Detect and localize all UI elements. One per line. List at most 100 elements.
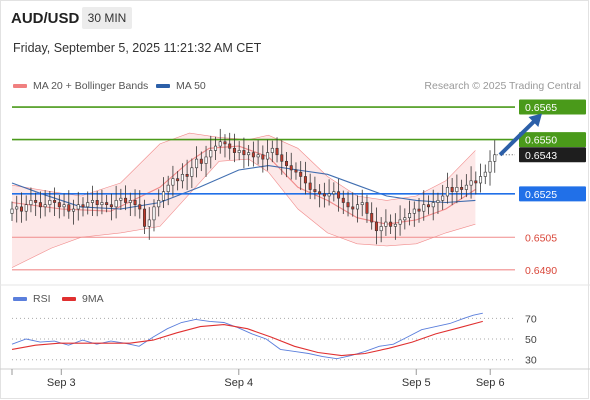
bollinger-lower-line: [11, 158, 476, 268]
candle-body: [280, 154, 284, 162]
candle-body: [218, 141, 222, 147]
candle-body: [294, 169, 298, 173]
candle: [24, 195, 28, 221]
candle-body: [285, 160, 289, 166]
candle-body: [133, 200, 137, 205]
candle: [57, 194, 61, 219]
candle-body: [322, 193, 326, 197]
legend-ma50: MA 50: [156, 80, 206, 92]
candle-body: [289, 165, 293, 171]
candle-body: [185, 174, 189, 177]
candle: [464, 174, 468, 198]
candle-body: [360, 202, 364, 205]
candle-body: [441, 195, 445, 201]
candle: [185, 159, 189, 190]
ma50-line: [11, 165, 476, 210]
candle: [214, 136, 218, 160]
candle-body: [43, 204, 47, 208]
candle: [171, 165, 175, 197]
candle-body: [242, 150, 246, 156]
candle: [445, 172, 449, 204]
candle: [15, 195, 19, 223]
candle-body: [351, 206, 355, 210]
candle: [53, 187, 57, 216]
candle: [341, 190, 345, 215]
candle: [403, 208, 407, 230]
rsi-ma-legend-label: 9MA: [82, 293, 104, 305]
candle: [412, 201, 416, 227]
candle: [303, 161, 307, 195]
candle: [308, 173, 312, 200]
candle: [19, 192, 23, 223]
symbol-title: AUD/USD: [11, 10, 80, 27]
candle-body: [431, 202, 435, 208]
candle: [294, 162, 298, 180]
candle-body: [209, 150, 213, 158]
candle: [95, 191, 99, 217]
candle: [285, 151, 289, 178]
rsi-series-0: [11, 312, 483, 360]
candle-body: [355, 204, 359, 210]
candle-body: [450, 187, 454, 192]
candle: [313, 176, 317, 200]
candle: [251, 141, 255, 167]
candle: [161, 177, 165, 208]
candle-body: [128, 200, 132, 203]
candle-body: [199, 158, 203, 164]
candle-body: [34, 200, 38, 203]
last-price-bg: [519, 147, 586, 163]
forecast-arrow-shaft: [498, 117, 539, 157]
candle-body: [223, 141, 227, 145]
candle-body: [464, 184, 468, 190]
candle: [34, 192, 38, 216]
candle: [86, 191, 90, 215]
candle: [72, 199, 76, 225]
level-label-bg-1: [519, 132, 586, 148]
candle-body: [403, 217, 407, 221]
datetime-label: Friday, September 5, 2025 11:21:32 AM CE…: [13, 41, 262, 55]
candle: [166, 175, 170, 206]
candle: [422, 190, 426, 221]
candle-body: [105, 202, 109, 205]
candle-body: [119, 197, 123, 201]
rsi-series-1: [11, 320, 483, 357]
rsi-ma-swatch-icon: [62, 297, 76, 301]
bollinger-band-area: [12, 133, 476, 268]
level-label-bg-0: [519, 99, 586, 115]
research-credit: Research © 2025 Trading Central: [424, 80, 581, 92]
candle: [81, 197, 85, 217]
candle-body: [308, 182, 312, 190]
candle: [431, 189, 435, 221]
candle-body: [370, 213, 374, 223]
candle: [374, 207, 378, 245]
candle-body: [479, 176, 483, 184]
candle-body: [180, 174, 184, 182]
candle-body: [365, 202, 369, 214]
forecast-arrow-head: [528, 113, 542, 127]
candle: [256, 140, 260, 165]
candle: [100, 189, 104, 215]
candle-body: [143, 208, 147, 227]
last-price-label: 0.6543: [525, 150, 557, 162]
candle-body: [412, 208, 416, 214]
candle: [190, 158, 194, 188]
candle-body: [422, 204, 426, 212]
candle: [474, 171, 478, 195]
candle-body: [460, 187, 464, 190]
candle: [370, 202, 374, 230]
candle: [119, 188, 123, 210]
candle: [180, 163, 184, 189]
candle: [266, 139, 270, 171]
candle: [38, 191, 42, 219]
candle-body: [247, 152, 251, 156]
candle-body: [53, 200, 57, 203]
candle: [247, 145, 251, 167]
candle-body: [266, 152, 270, 160]
x-tick-label: Sep 6: [476, 377, 505, 389]
candle-body: [483, 171, 487, 177]
rsi-legend: RSI 9MA: [13, 293, 104, 305]
candle-body: [299, 171, 303, 177]
timeframe-badge[interactable]: 30 MIN: [82, 7, 132, 29]
candle-body: [81, 204, 85, 208]
